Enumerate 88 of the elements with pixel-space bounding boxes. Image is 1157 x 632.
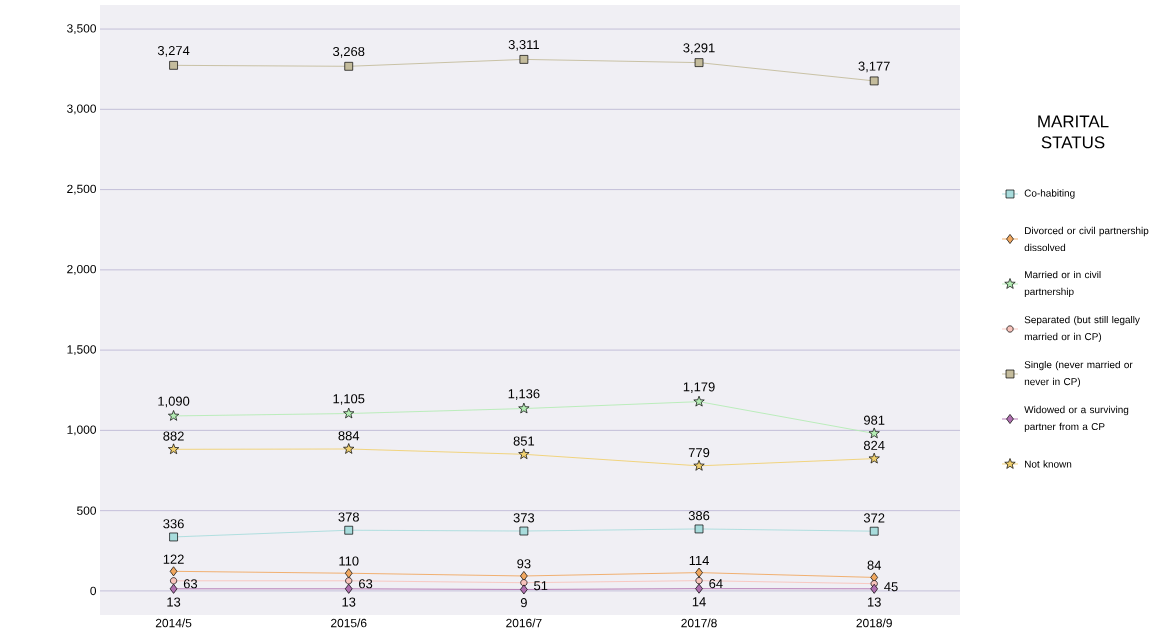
point xyxy=(693,460,705,471)
point xyxy=(695,577,703,585)
point xyxy=(170,577,178,585)
legend-label: Co-habiting xyxy=(1024,189,1075,199)
data-label: 386 xyxy=(688,511,710,521)
data-label: 13 xyxy=(167,597,181,607)
point xyxy=(868,452,880,464)
data-label: 3,268 xyxy=(333,46,365,58)
data-label: 63 xyxy=(359,579,373,589)
y-tick-label: 1,000 xyxy=(67,425,97,436)
point xyxy=(518,448,530,460)
point xyxy=(344,568,353,579)
legend-title: MARITAL STATUS xyxy=(1038,115,1109,149)
point xyxy=(169,566,178,577)
point xyxy=(695,583,703,594)
point xyxy=(693,395,705,407)
data-label: 13 xyxy=(342,597,356,607)
point xyxy=(344,61,354,71)
x-tick-label: 2014/5 xyxy=(155,618,192,628)
y-tick-label: 3,000 xyxy=(67,104,97,115)
point xyxy=(519,526,529,536)
legend-label: Single (never married or never in CP) xyxy=(1024,360,1133,388)
point xyxy=(343,407,355,419)
y-tick-label: 0 xyxy=(90,586,97,596)
legend-label: Widowed or a surviving partner from a CP xyxy=(1024,405,1129,433)
point xyxy=(343,443,355,454)
point xyxy=(519,55,529,64)
data-label: 3,311 xyxy=(508,40,539,51)
data-label: 3,291 xyxy=(683,43,715,54)
data-label: 93 xyxy=(517,559,531,569)
x-tick-label: 2015/6 xyxy=(331,618,367,628)
data-label: 981 xyxy=(863,415,885,425)
point xyxy=(520,584,528,595)
x-tick-label: 2016/7 xyxy=(506,618,542,628)
point xyxy=(345,577,353,585)
point xyxy=(695,567,703,578)
data-label: 114 xyxy=(689,556,709,565)
y-tick-label: 1,500 xyxy=(67,345,97,356)
legend-label: Married or in civil partnership xyxy=(1024,270,1101,298)
y-tick-label: 2,000 xyxy=(67,264,97,275)
point xyxy=(868,427,880,439)
point xyxy=(870,583,878,594)
data-label: 14 xyxy=(692,597,706,607)
point xyxy=(869,76,879,86)
data-label: 824 xyxy=(863,440,885,450)
data-label: 13 xyxy=(867,597,881,607)
data-label: 3,177 xyxy=(858,61,890,73)
legend-label: Divorced or civil partnership dissolved xyxy=(1024,226,1149,252)
data-label: 9 xyxy=(520,598,527,608)
x-tick-label: 2017/8 xyxy=(681,618,717,628)
point xyxy=(169,532,178,542)
data-label: 63 xyxy=(183,579,198,589)
point xyxy=(169,583,178,594)
data-label: 779 xyxy=(688,448,710,458)
data-label: 64 xyxy=(709,579,723,589)
point xyxy=(520,579,528,587)
data-label: 122 xyxy=(163,554,184,564)
data-label: 1,179 xyxy=(683,382,715,393)
data-label: 45 xyxy=(884,582,898,592)
point xyxy=(869,526,879,536)
data-label: 84 xyxy=(867,560,882,570)
legend-label: Separated (but still legally married or in CP) xyxy=(1024,315,1140,343)
data-label: 336 xyxy=(163,519,184,529)
data-label: 884 xyxy=(338,431,360,441)
data-label: 51 xyxy=(534,581,548,591)
point xyxy=(168,410,180,421)
point xyxy=(694,58,704,67)
point xyxy=(344,583,353,594)
point xyxy=(169,61,178,70)
y-tick-label: 3,500 xyxy=(67,24,97,34)
point xyxy=(168,443,180,455)
x-tick-label: 2018/9 xyxy=(856,618,892,628)
legend-label: Not known xyxy=(1025,460,1072,468)
data-label: 1,105 xyxy=(333,394,365,405)
data-label: 372 xyxy=(863,513,885,523)
y-tick-label: 2,500 xyxy=(67,184,97,195)
data-label: 373 xyxy=(513,513,535,523)
data-label: 1,136 xyxy=(508,389,540,400)
data-label: 851 xyxy=(513,436,535,446)
data-label: 110 xyxy=(339,556,359,566)
point xyxy=(518,402,530,414)
point xyxy=(694,524,704,534)
data-label: 882 xyxy=(163,431,184,441)
point xyxy=(344,525,354,535)
data-label: 3,274 xyxy=(157,45,190,57)
y-tick-label: 500 xyxy=(77,506,97,515)
data-label: 378 xyxy=(338,512,359,522)
data-label: 1,090 xyxy=(158,396,190,408)
